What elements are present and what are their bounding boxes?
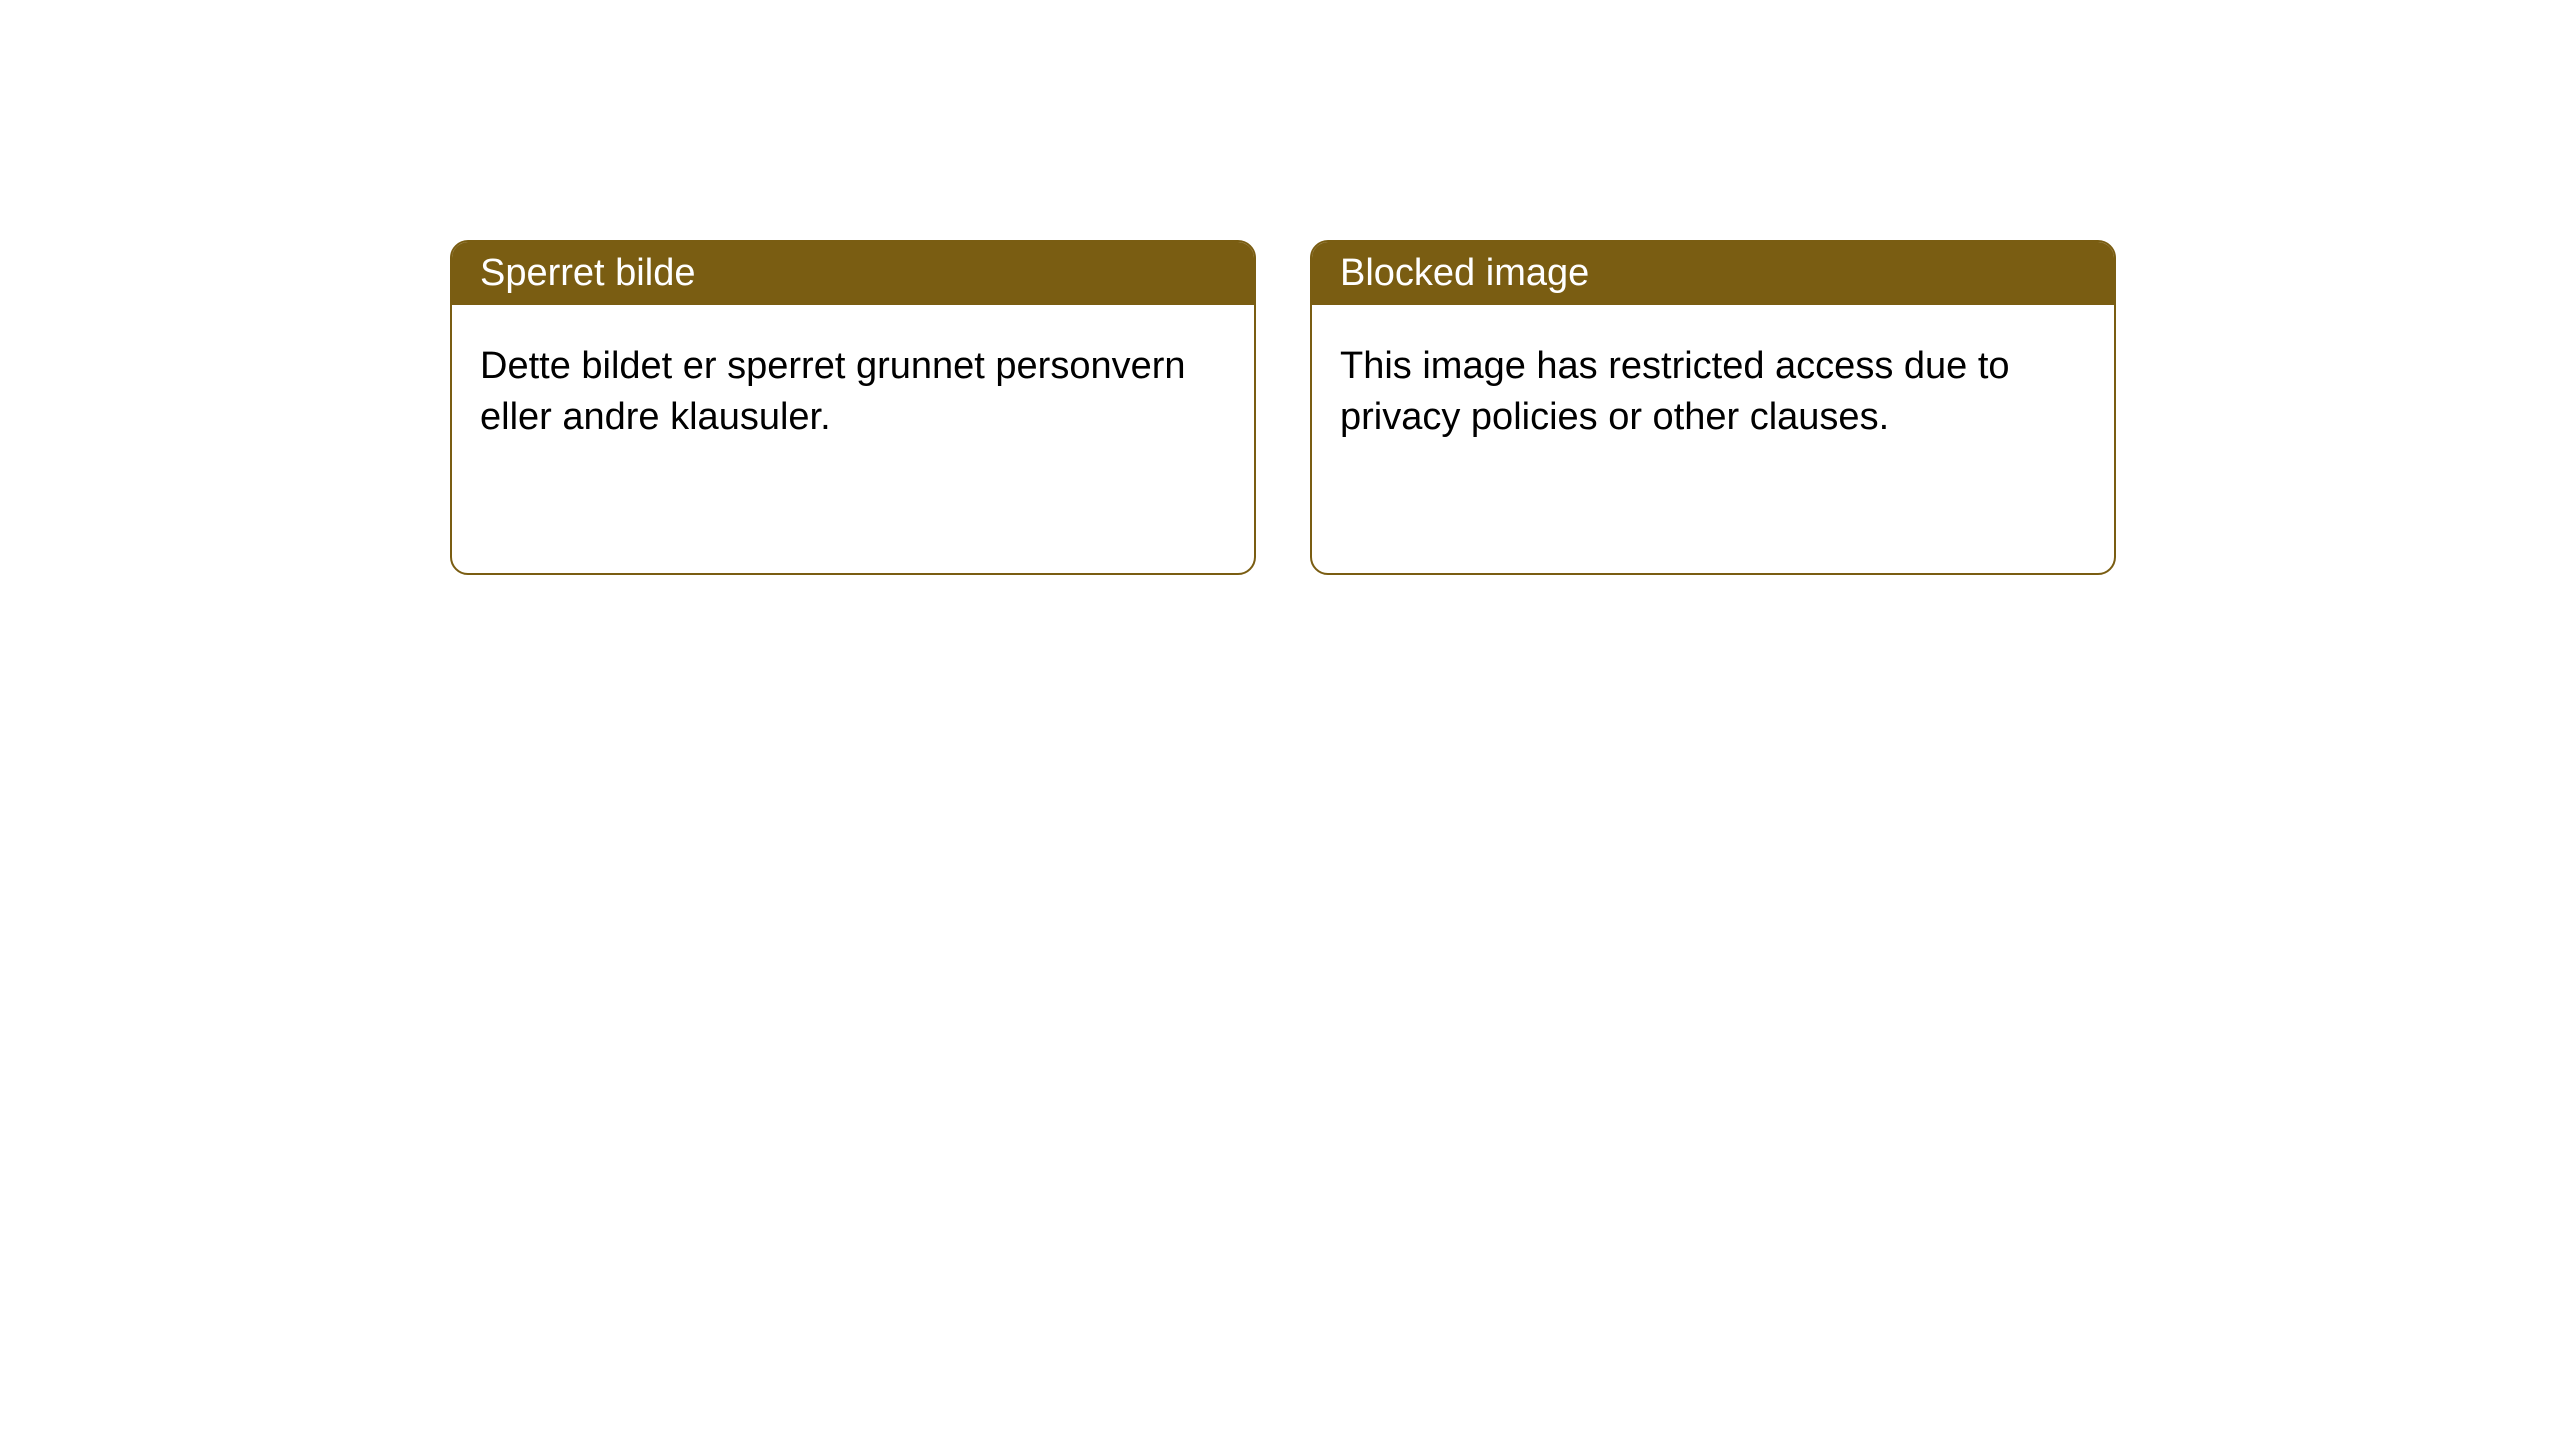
card-header: Blocked image bbox=[1312, 242, 2114, 305]
notice-container: Sperret bilde Dette bildet er sperret gr… bbox=[0, 0, 2560, 575]
card-header: Sperret bilde bbox=[452, 242, 1254, 305]
notice-card-norwegian: Sperret bilde Dette bildet er sperret gr… bbox=[450, 240, 1256, 575]
card-body: Dette bildet er sperret grunnet personve… bbox=[452, 305, 1254, 480]
card-body-text: Dette bildet er sperret grunnet personve… bbox=[480, 345, 1186, 438]
card-body: This image has restricted access due to … bbox=[1312, 305, 2114, 480]
card-title: Blocked image bbox=[1340, 252, 1589, 294]
card-title: Sperret bilde bbox=[480, 252, 695, 294]
card-body-text: This image has restricted access due to … bbox=[1340, 345, 2010, 438]
notice-card-english: Blocked image This image has restricted … bbox=[1310, 240, 2116, 575]
